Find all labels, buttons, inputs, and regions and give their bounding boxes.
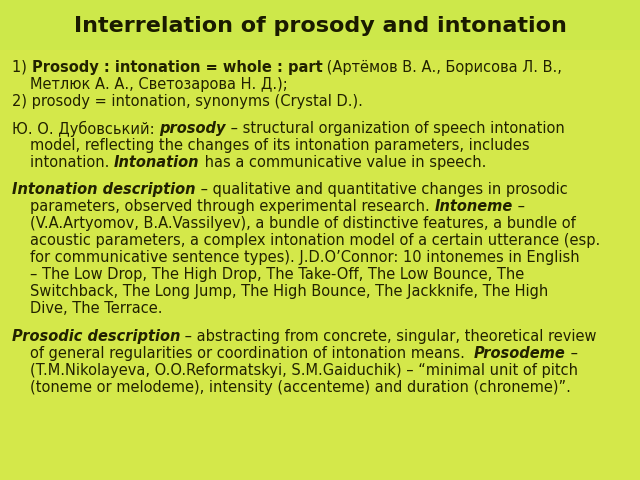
- Text: for communicative sentence types). J.D.O’Connor: 10 intonemes in English: for communicative sentence types). J.D.O…: [30, 251, 580, 265]
- Text: model, reflecting the changes of its intonation parameters, includes: model, reflecting the changes of its int…: [30, 138, 530, 153]
- Text: has a communicative value in speech.: has a communicative value in speech.: [200, 155, 486, 170]
- Text: (V.A.Artyomov, B.A.Vassilyev), a bundle of distinctive features, a bundle of: (V.A.Artyomov, B.A.Vassilyev), a bundle …: [30, 216, 576, 231]
- Text: Intonation description: Intonation description: [12, 182, 195, 197]
- Text: Switchback, The Long Jump, The High Bounce, The Jackknife, The High: Switchback, The Long Jump, The High Boun…: [30, 284, 548, 300]
- Text: –: –: [513, 199, 525, 215]
- Text: intonation.: intonation.: [30, 155, 114, 170]
- Text: (toneme or melodeme), intensity (accenteme) and duration (chroneme)”.: (toneme or melodeme), intensity (accente…: [30, 380, 571, 395]
- Text: Interrelation of prosody and intonation: Interrelation of prosody and intonation: [74, 16, 566, 36]
- Text: Метлюк А. А., Светозарова Н. Д.);: Метлюк А. А., Светозарова Н. Д.);: [30, 77, 288, 92]
- Text: – qualitative and quantitative changes in prosodic: – qualitative and quantitative changes i…: [195, 182, 567, 197]
- Text: – abstracting from concrete, singular, theoretical review: – abstracting from concrete, singular, t…: [180, 329, 597, 344]
- Text: Intoneme: Intoneme: [435, 199, 513, 215]
- Text: Ю. О. Дубовський:: Ю. О. Дубовський:: [12, 121, 159, 137]
- Text: (T.M.Nikolayeva, O.O.Reformatskyi, S.M.Gaiduchik) – “minimal unit of pitch: (T.M.Nikolayeva, O.O.Reformatskyi, S.M.G…: [30, 362, 578, 378]
- Text: (Артёмов В. А., Борисова Л. В.,: (Артёмов В. А., Борисова Л. В.,: [323, 60, 562, 75]
- Text: Intonation: Intonation: [114, 155, 200, 170]
- Text: acoustic parameters, a complex intonation model of a certain utterance (esp.: acoustic parameters, a complex intonatio…: [30, 233, 600, 249]
- Text: parameters, observed through experimental research.: parameters, observed through experimenta…: [30, 199, 435, 215]
- Text: prosody: prosody: [159, 121, 226, 136]
- Text: Dive, The Terrace.: Dive, The Terrace.: [30, 301, 163, 316]
- Text: –: –: [566, 346, 578, 360]
- Text: Prosody : intonation = whole : part: Prosody : intonation = whole : part: [31, 60, 323, 75]
- Text: 2) prosody = intonation, synonyms (Crystal D.).: 2) prosody = intonation, synonyms (Cryst…: [12, 94, 363, 109]
- Text: Prosodeme: Prosodeme: [474, 346, 566, 360]
- Text: of general regularities or coordination of intonation means.: of general regularities or coordination …: [30, 346, 474, 360]
- Text: Prosodic description: Prosodic description: [12, 329, 180, 344]
- Text: – structural organization of speech intonation: – structural organization of speech into…: [226, 121, 564, 136]
- Text: 1): 1): [12, 60, 31, 75]
- FancyBboxPatch shape: [0, 0, 640, 50]
- Text: – The Low Drop, The High Drop, The Take-Off, The Low Bounce, The: – The Low Drop, The High Drop, The Take-…: [30, 267, 524, 282]
